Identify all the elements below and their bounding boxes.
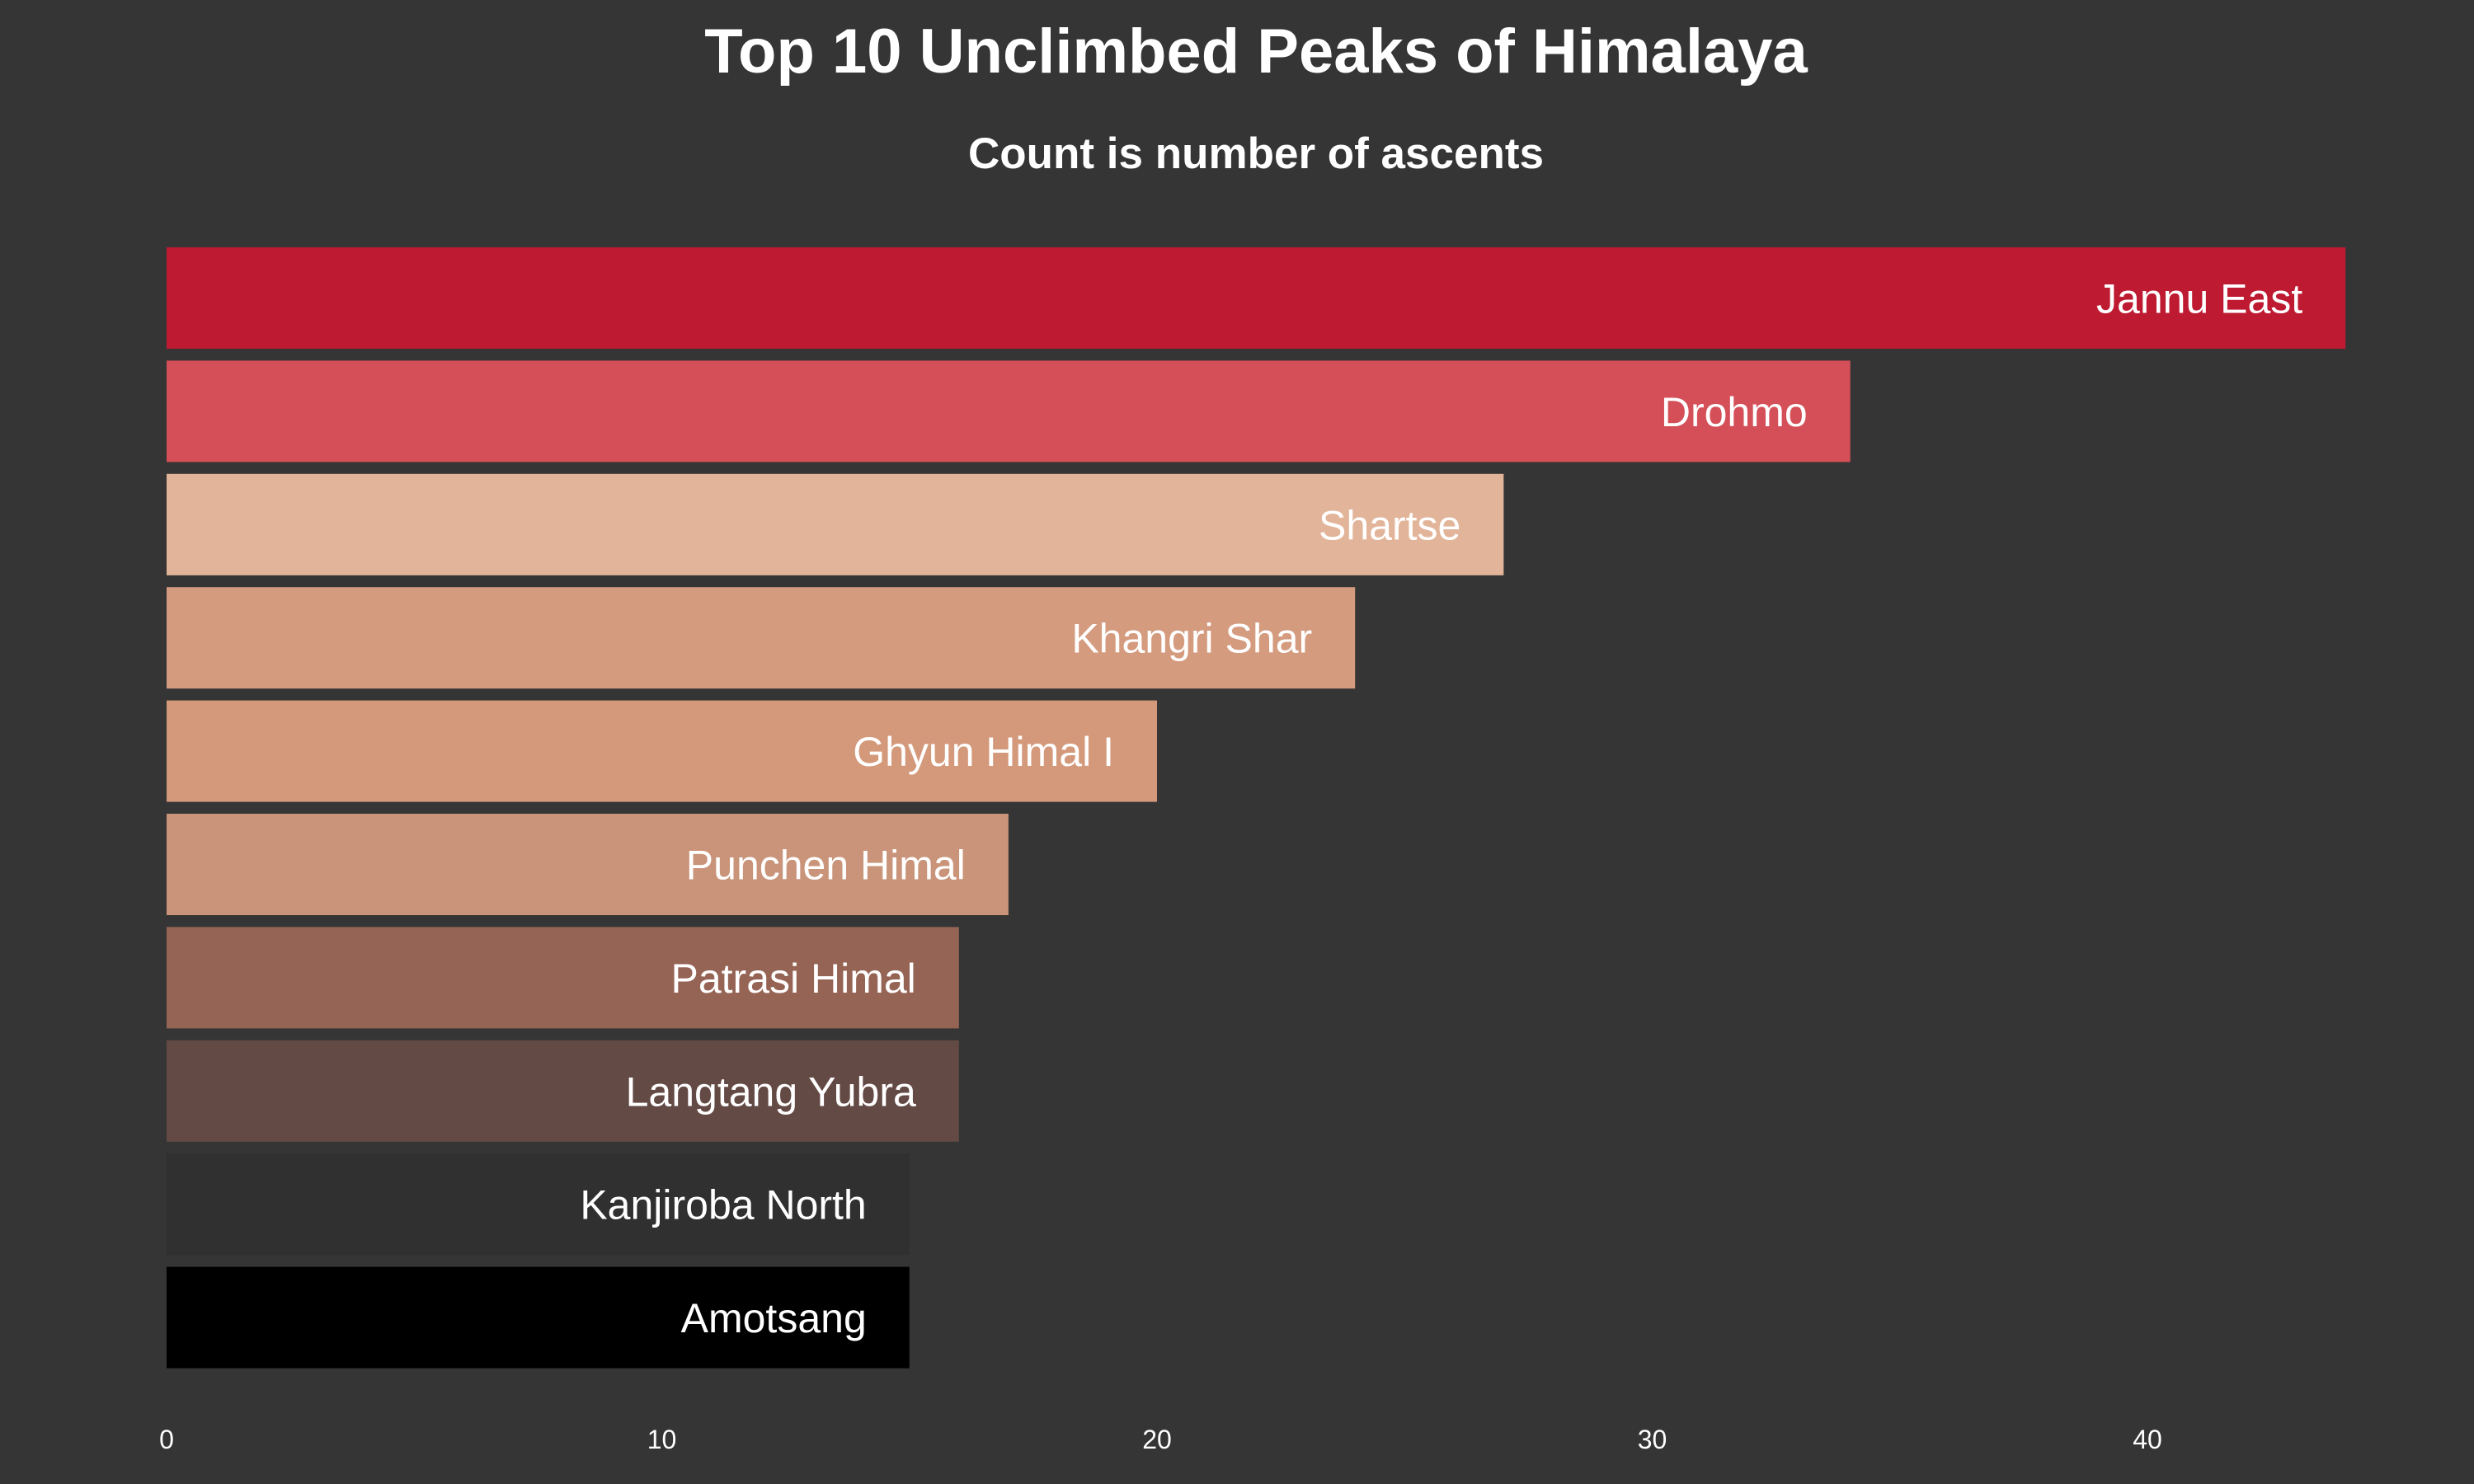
x-tick-label: 10 — [647, 1425, 677, 1454]
bar-khangri-shar — [167, 587, 1356, 689]
bar-ghyun-himal-i — [167, 700, 1157, 802]
bar-langtang-yubra — [167, 1040, 959, 1142]
bar-label: Langtang Yubra — [626, 1068, 916, 1115]
bar-label: Ghyun Himal I — [853, 729, 1114, 775]
x-tick-label: 20 — [1142, 1425, 1172, 1454]
bar-drohmo — [167, 360, 1851, 463]
x-axis-ticks: 0 10 20 30 40 — [159, 1425, 2162, 1454]
x-tick-label: 0 — [159, 1425, 174, 1454]
bar-label: Jannu East — [2096, 276, 2302, 322]
bar-label: Drohmo — [1661, 389, 1808, 435]
bar-label: Shartse — [1319, 502, 1460, 548]
bar-shartse — [167, 473, 1504, 575]
x-tick-label: 40 — [2133, 1425, 2162, 1454]
bar-punchen-himal — [167, 814, 1009, 915]
chart-title: Top 10 Unclimbed Peaks of Himalaya — [704, 16, 1808, 87]
bar-label: Amotsang — [681, 1295, 867, 1341]
bar-label: Patrasi Himal — [671, 956, 916, 1002]
bar-amotsang — [167, 1266, 910, 1369]
bars-group: Jannu East Drohmo Shartse Khangri Shar Ghyun… — [167, 247, 2346, 1369]
chart-subtitle: Count is number of ascents — [968, 129, 1544, 178]
bar-label: Khangri Shar — [1071, 616, 1312, 662]
bar-label: Kanjiroba North — [580, 1182, 866, 1228]
x-tick-label: 30 — [1638, 1425, 1667, 1454]
bar-jannu-east — [167, 247, 2346, 349]
bar-patrasi-himal — [167, 927, 959, 1029]
bar-label: Punchen Himal — [686, 843, 966, 889]
bar-kanjiroba-north — [167, 1153, 910, 1256]
